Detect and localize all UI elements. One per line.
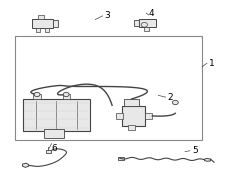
Bar: [36, 28, 40, 32]
Bar: [145, 113, 152, 119]
Text: 5: 5: [192, 146, 198, 155]
Bar: [38, 15, 44, 19]
Circle shape: [34, 92, 40, 97]
Text: 3: 3: [105, 11, 110, 20]
Bar: [122, 106, 145, 126]
Text: 1: 1: [209, 59, 215, 68]
Polygon shape: [22, 163, 29, 167]
Polygon shape: [204, 158, 211, 161]
Bar: [62, 94, 70, 99]
Bar: [45, 28, 49, 32]
Bar: [124, 99, 139, 106]
Text: 6: 6: [51, 143, 57, 152]
Bar: [118, 157, 124, 160]
Circle shape: [173, 100, 178, 105]
Bar: [134, 20, 139, 26]
Text: 2: 2: [168, 93, 173, 102]
Bar: [116, 113, 123, 119]
Bar: [22, 99, 91, 131]
Bar: [53, 20, 58, 27]
Circle shape: [63, 92, 69, 97]
Bar: [46, 150, 51, 152]
Bar: [33, 94, 41, 99]
Text: 4: 4: [148, 9, 154, 18]
Bar: [139, 19, 156, 28]
Bar: [128, 125, 135, 130]
Bar: [32, 19, 53, 28]
Bar: [15, 36, 202, 140]
Bar: [144, 28, 149, 31]
Bar: [44, 129, 64, 138]
